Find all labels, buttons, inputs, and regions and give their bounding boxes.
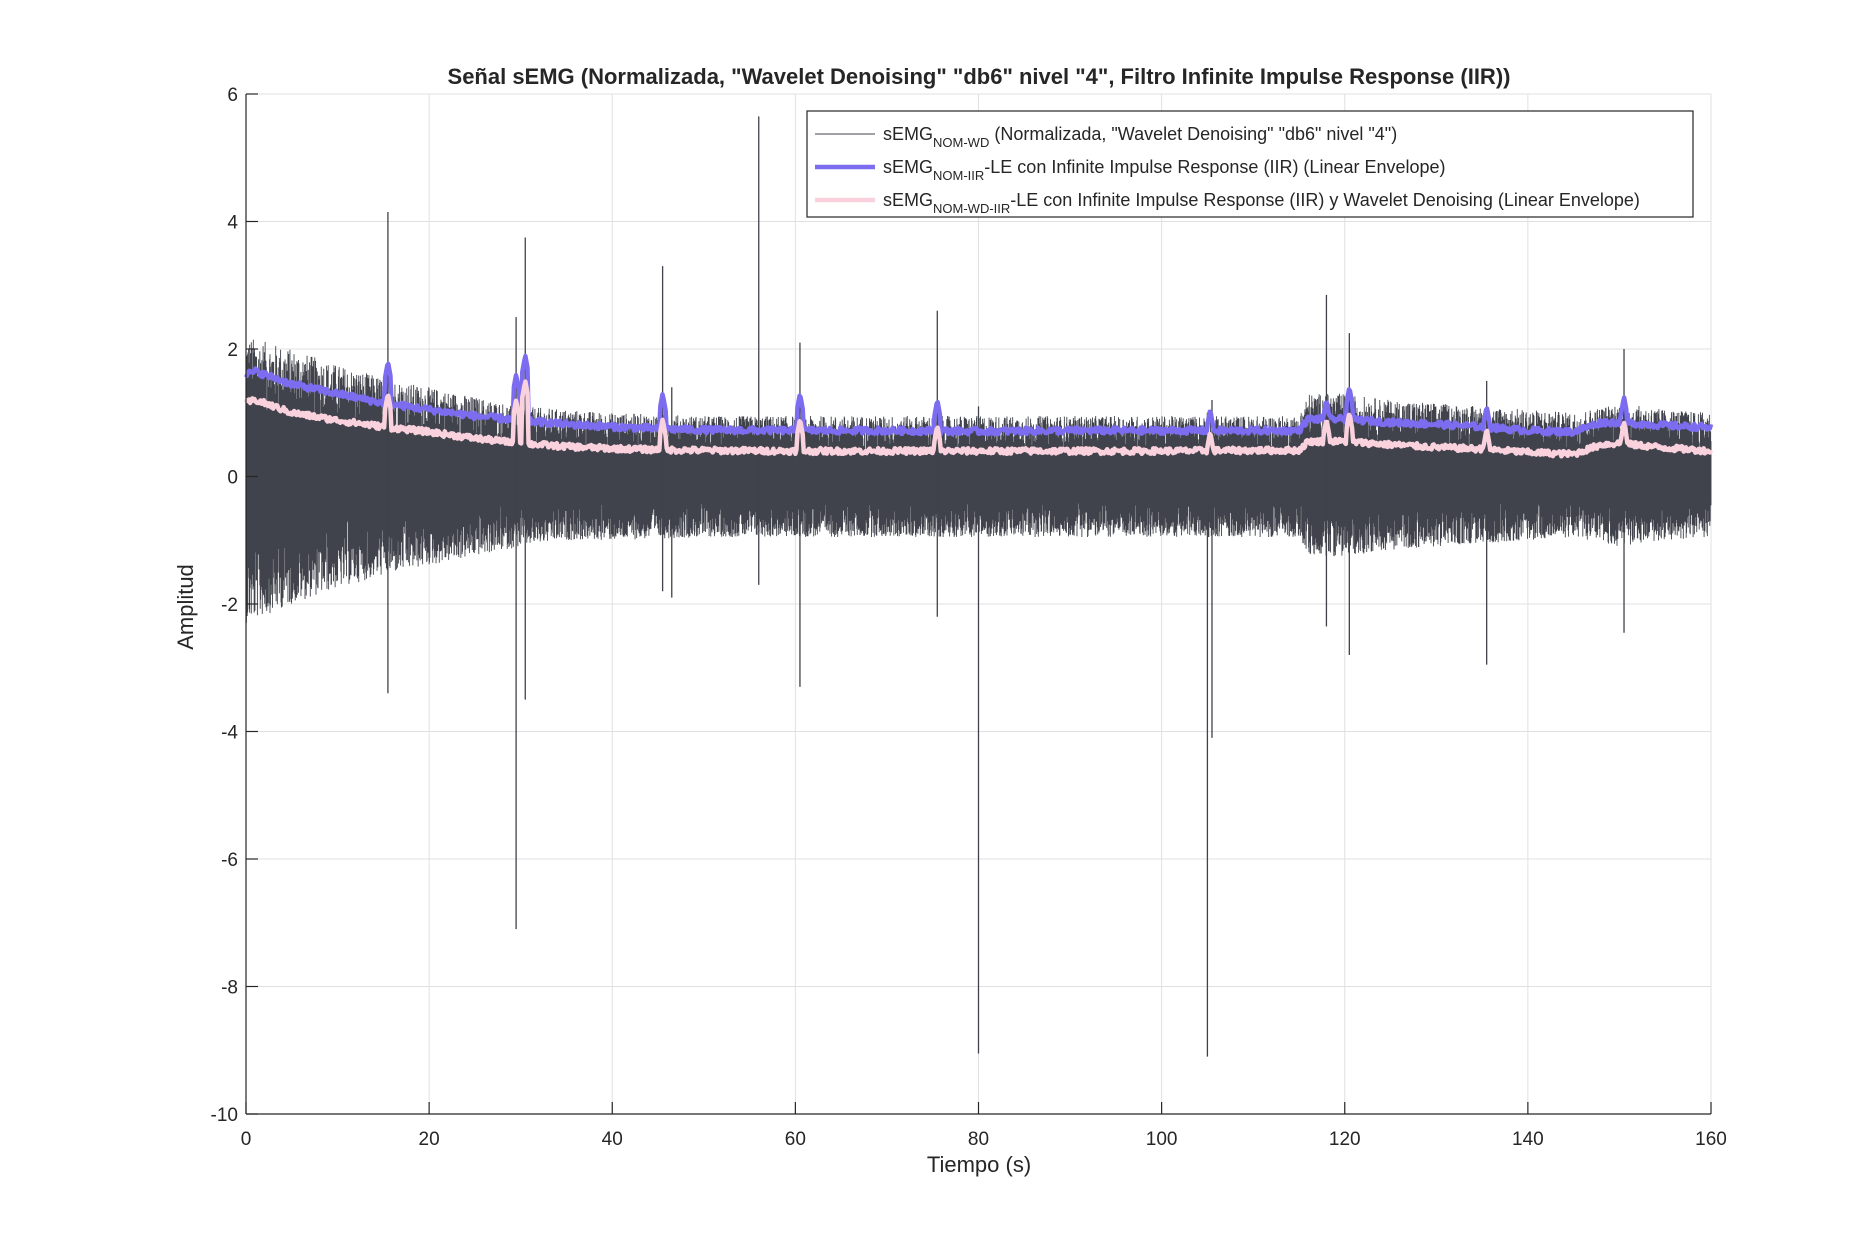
x-tick-label: 40 — [602, 1129, 623, 1150]
y-tick-label: -2 — [221, 595, 238, 616]
x-axis-label: Tiempo (s) — [927, 1152, 1031, 1177]
x-tick-label: 60 — [785, 1129, 806, 1150]
x-tick-label: 80 — [968, 1129, 989, 1150]
y-tick-label: 2 — [227, 340, 238, 361]
x-tick-label: 100 — [1146, 1129, 1178, 1150]
y-axis-label: Amplitud — [173, 564, 198, 650]
legend-prefix: sEMG — [883, 124, 933, 144]
legend-prefix: sEMG — [883, 190, 933, 210]
y-tick-label: 0 — [227, 468, 238, 489]
x-tick-label: 120 — [1329, 1129, 1361, 1150]
x-tick-label: 0 — [241, 1129, 252, 1150]
y-tick-label: -10 — [211, 1105, 238, 1126]
y-tick-label: -4 — [221, 723, 238, 744]
legend-subscript: NOM-IIR — [933, 168, 984, 183]
legend-subscript: NOM-WD — [933, 135, 989, 150]
legend-prefix: sEMG — [883, 157, 933, 177]
x-tick-label: 140 — [1512, 1129, 1544, 1150]
chart-title: Señal sEMG (Normalizada, "Wavelet Denois… — [448, 64, 1511, 89]
legend-suffix: -LE con Infinite Impulse Response (IIR) … — [984, 157, 1445, 177]
legend: sEMGNOM-WD (Normalizada, "Wavelet Denois… — [807, 111, 1693, 217]
x-tick-label: 20 — [419, 1129, 440, 1150]
legend-suffix: (Normalizada, "Wavelet Denoising" "db6" … — [989, 124, 1397, 144]
legend-subscript: NOM-WD-IIR — [933, 201, 1010, 216]
y-tick-label: 4 — [227, 213, 238, 234]
x-tick-label: 160 — [1695, 1129, 1727, 1150]
y-tick-label: -8 — [221, 978, 238, 999]
legend-suffix: -LE con Infinite Impulse Response (IIR) … — [1010, 190, 1640, 210]
y-tick-label: 6 — [227, 85, 238, 106]
y-tick-label: -6 — [221, 850, 238, 871]
